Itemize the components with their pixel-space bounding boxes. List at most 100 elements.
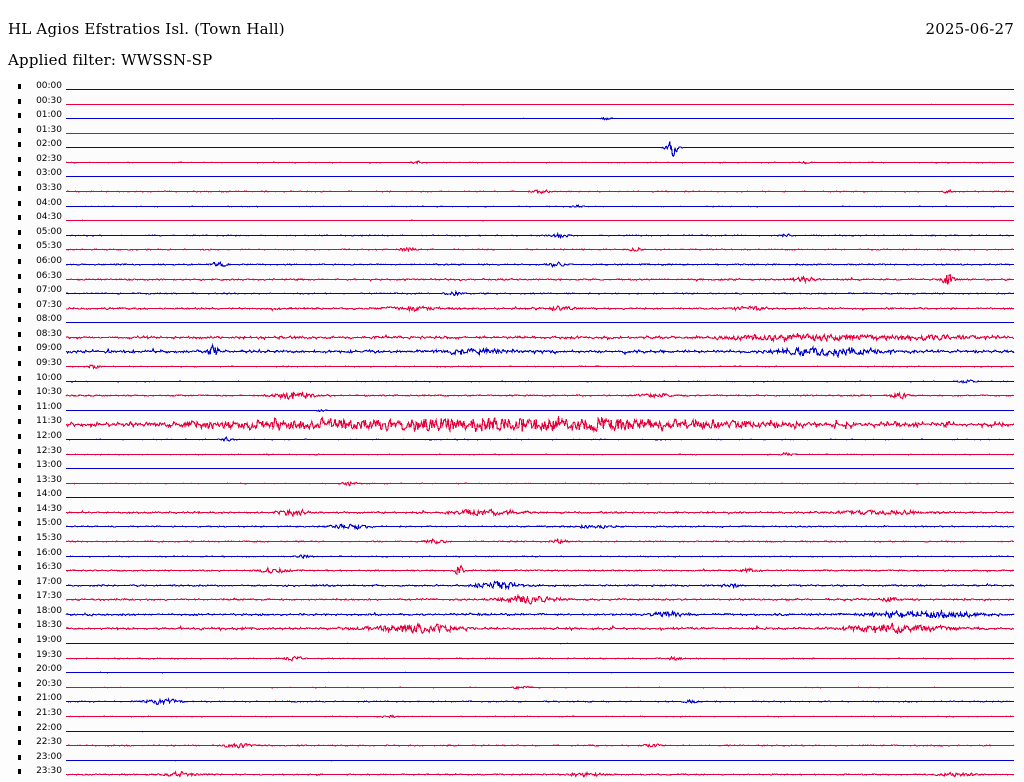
- time-tick-mark: [18, 244, 21, 250]
- seismic-trace: [65, 534, 1015, 549]
- seismic-trace: [65, 126, 1015, 141]
- trace-row: 16:00: [0, 548, 1024, 564]
- trace-row: 01:30: [0, 124, 1024, 141]
- time-tick-mark: [18, 448, 21, 454]
- time-tick-mark: [18, 608, 21, 614]
- trace-row: 09:30: [0, 359, 1024, 374]
- seismic-trace: [65, 607, 1015, 622]
- time-axis-label: 11:30: [36, 416, 62, 427]
- seismic-trace: [65, 315, 1015, 330]
- seismic-trace: [65, 388, 1014, 403]
- time-axis-label: 06:00: [36, 255, 62, 266]
- time-axis-label: 09:30: [36, 358, 62, 369]
- time-tick-mark: [18, 361, 21, 367]
- time-tick-mark: [18, 404, 21, 410]
- seismic-trace: [65, 416, 1015, 434]
- time-axis-label: 01:30: [36, 124, 62, 135]
- helicorder-plot: 00:00 00:30 01:00 01:30 02:00 02:30 03:00 03:30…: [0, 80, 1024, 780]
- seismic-trace: [65, 738, 1015, 753]
- time-axis-label: 01:00: [36, 110, 62, 121]
- seismic-trace: [65, 680, 1015, 695]
- time-axis-label: 19:30: [36, 649, 62, 660]
- seismic-trace: [65, 228, 1015, 243]
- time-axis-label: 05:00: [36, 226, 62, 237]
- trace-row: 16:30: [0, 563, 1024, 578]
- seismic-trace: [65, 242, 1015, 257]
- trace-row: 19:30: [0, 649, 1024, 666]
- time-tick-mark: [18, 229, 21, 235]
- trace-row: 10:00: [0, 372, 1024, 389]
- time-tick-mark: [18, 579, 21, 585]
- time-tick-mark: [18, 142, 21, 148]
- seismic-trace: [65, 724, 1015, 739]
- time-tick-mark: [18, 171, 21, 177]
- trace-row: 18:30: [0, 621, 1024, 636]
- time-tick-mark: [18, 710, 21, 716]
- time-axis-label: 15:00: [36, 518, 62, 529]
- time-tick-mark: [18, 258, 21, 264]
- trace-row: 23:00: [0, 752, 1024, 768]
- time-tick-mark: [18, 331, 21, 337]
- trace-row: 15:30: [0, 533, 1024, 549]
- trace-row: 04:00: [0, 197, 1024, 214]
- trace-row: 17:30: [0, 592, 1024, 607]
- trace-row: 07:30: [0, 300, 1024, 316]
- trace-row: 06:00: [0, 255, 1024, 272]
- trace-row: 14:00: [0, 490, 1024, 505]
- time-axis-label: 11:00: [36, 401, 62, 412]
- seismic-trace: [65, 272, 1015, 287]
- time-axis-label: 00:30: [36, 95, 62, 106]
- seismic-trace: [65, 767, 1015, 782]
- time-tick-mark: [18, 754, 21, 760]
- time-tick-mark: [18, 565, 21, 571]
- trace-row: 07:00: [0, 286, 1024, 301]
- time-axis-label: 13:30: [36, 474, 62, 485]
- trace-row: 06:30: [0, 270, 1024, 287]
- time-axis-label: 23:30: [36, 766, 62, 777]
- trace-row: 02:00: [0, 139, 1024, 158]
- trace-row: 20:00: [0, 665, 1024, 680]
- time-tick-mark: [18, 156, 21, 162]
- time-axis-label: 10:00: [36, 372, 62, 383]
- time-axis-label: 04:00: [36, 197, 62, 208]
- seismic-trace: [65, 111, 1015, 126]
- time-axis-label: 13:00: [36, 460, 62, 471]
- station-title: HL Agios Efstratios Isl. (Town Hall): [8, 20, 285, 38]
- seismic-trace: [65, 155, 1015, 170]
- trace-row: 21:00: [0, 694, 1024, 709]
- time-tick-mark: [18, 98, 21, 104]
- trace-row: 05:00: [0, 226, 1024, 243]
- time-tick-mark: [18, 506, 21, 512]
- seismic-trace: [65, 257, 1015, 272]
- record-date: 2025-06-27: [925, 20, 1014, 38]
- seismic-trace: [65, 461, 1015, 476]
- trace-row: 19:00: [0, 636, 1024, 651]
- time-tick-mark: [18, 535, 21, 541]
- seismic-trace: [65, 140, 1015, 158]
- time-tick-mark: [18, 638, 21, 644]
- seismic-trace: [65, 213, 1014, 228]
- seismic-trace: [65, 665, 1015, 680]
- time-tick-mark: [18, 652, 21, 658]
- seismic-trace: [66, 199, 1015, 214]
- time-tick-mark: [18, 288, 21, 294]
- seismic-trace: [65, 343, 1015, 359]
- trace-row: 22:30: [0, 738, 1024, 753]
- time-tick-mark: [18, 594, 21, 600]
- time-axis-label: 02:00: [36, 139, 62, 150]
- time-tick-mark: [18, 463, 21, 469]
- time-tick-mark: [18, 113, 21, 119]
- time-axis-label: 14:30: [36, 503, 62, 514]
- time-axis-label: 07:00: [36, 285, 62, 296]
- time-tick-mark: [18, 346, 21, 352]
- time-tick-mark: [18, 200, 21, 206]
- applied-filter-label: Applied filter: WWSSN-SP: [8, 51, 213, 69]
- time-axis-label: 05:30: [36, 241, 62, 252]
- time-tick-mark: [18, 769, 21, 775]
- seismic-trace: [65, 432, 1015, 447]
- seismic-trace: [65, 97, 1015, 112]
- seismic-trace: [65, 169, 1015, 184]
- time-tick-mark: [18, 390, 21, 396]
- time-axis-label: 06:30: [36, 270, 62, 281]
- trace-row: 18:00: [0, 606, 1024, 622]
